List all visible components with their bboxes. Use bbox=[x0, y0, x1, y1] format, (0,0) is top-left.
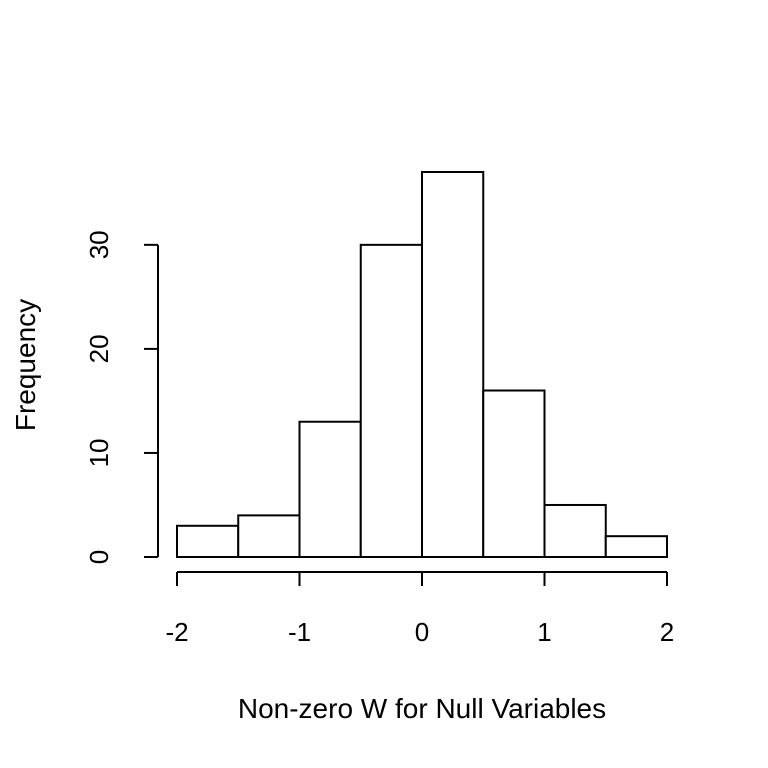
x-tick-label: -1 bbox=[288, 617, 311, 647]
x-axis-title: Non-zero W for Null Variables bbox=[238, 693, 606, 724]
histogram-bar bbox=[359, 243, 423, 559]
histogram-bar bbox=[482, 389, 546, 558]
histogram-bars bbox=[176, 171, 668, 559]
x-ticks: -2 -1 0 1 2 bbox=[165, 572, 674, 647]
y-ticks: 0 10 20 30 bbox=[84, 230, 158, 564]
x-axis: -2 -1 0 1 2 bbox=[165, 571, 674, 647]
histogram-bar bbox=[237, 514, 301, 558]
y-tick-label: 0 bbox=[84, 550, 114, 564]
y-axis-title: Frequency bbox=[10, 299, 41, 431]
y-tick-label: 30 bbox=[84, 230, 114, 259]
x-tick-label: 0 bbox=[415, 617, 429, 647]
x-tick-label: 2 bbox=[660, 617, 674, 647]
y-axis: 0 10 20 30 bbox=[84, 230, 159, 564]
histogram-bar bbox=[298, 420, 362, 558]
y-tick-label: 10 bbox=[84, 438, 114, 467]
histogram-bar bbox=[176, 524, 240, 559]
histogram-bar bbox=[543, 503, 607, 558]
x-tick-label: -2 bbox=[165, 617, 188, 647]
x-tick-label: 1 bbox=[537, 617, 551, 647]
histogram-bar bbox=[421, 171, 485, 558]
y-tick-label: 20 bbox=[84, 334, 114, 363]
histogram-bar bbox=[604, 535, 668, 559]
